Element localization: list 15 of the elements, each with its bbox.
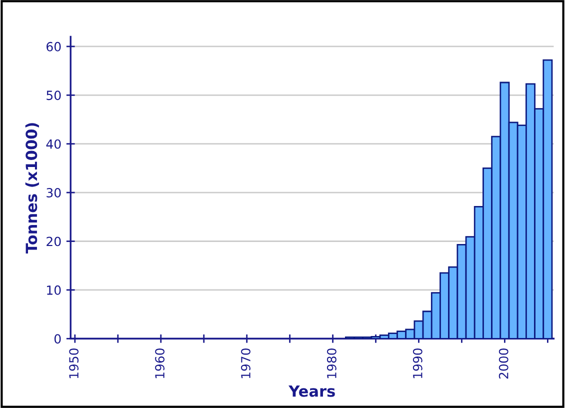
x-tick-label: 1960 <box>155 348 165 378</box>
y-tick-label: 10 <box>47 285 61 295</box>
y-tick-label: 0 <box>54 334 61 344</box>
y-tick-label: 50 <box>46 90 61 100</box>
y-tick-label: 30 <box>46 188 61 198</box>
x-tick-label: 1990 <box>412 348 422 378</box>
x-tick-label: 1970 <box>241 348 250 378</box>
y-tick-label: 60 <box>46 42 61 52</box>
y-tick-label: 40 <box>46 139 61 149</box>
x-tick-label: 2000 <box>498 348 508 379</box>
y-axis-title: Tonnes (x1000) <box>25 123 39 254</box>
x-tick-label: 1980 <box>326 348 336 378</box>
y-tick-label: 20 <box>46 236 61 246</box>
x-tick-label: 1950 <box>69 348 79 378</box>
x-axis-title: Years <box>288 386 335 397</box>
